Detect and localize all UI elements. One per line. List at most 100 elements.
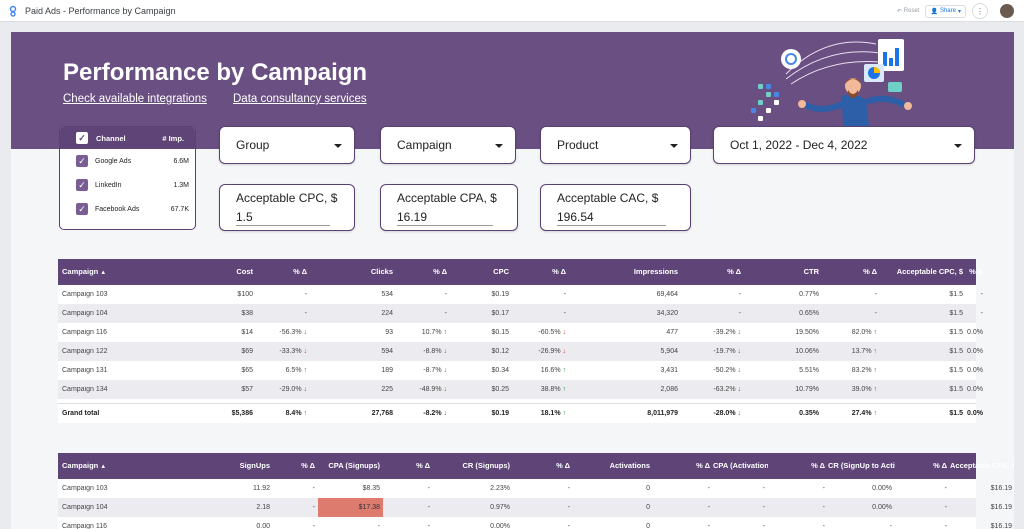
column-header[interactable]: CR (Signups) bbox=[462, 462, 511, 470]
table-row[interactable]: Campaign 131 $65 6.5% ↑ 189 -8.7% ↓ $0.34 16.6… bbox=[58, 361, 983, 380]
column-header[interactable]: % Δ bbox=[933, 462, 947, 470]
table-cell: 19.50% bbox=[795, 329, 819, 336]
total-cell: 8,011,979 bbox=[647, 409, 678, 417]
table-cell: $1.5 bbox=[949, 367, 963, 374]
table-cell: Campaign 122 bbox=[62, 348, 108, 355]
reset-button[interactable]: ↶ Reset bbox=[896, 8, 920, 15]
date-range-picker[interactable]: Oct 1, 2022 - Dec 4, 2022 bbox=[713, 126, 975, 164]
column-header[interactable]: % Δ bbox=[727, 268, 741, 276]
table-cell: $1.5 bbox=[949, 329, 963, 336]
column-header[interactable]: % Δ bbox=[293, 268, 307, 276]
table-cell: - bbox=[762, 485, 765, 492]
select-all-checkbox[interactable]: ✓ bbox=[76, 132, 88, 144]
table-cell: - bbox=[874, 291, 877, 298]
table-cell: 0.0% bbox=[967, 386, 983, 393]
column-header[interactable]: CTR bbox=[803, 268, 819, 276]
report-page: Performance by Campaign Check available … bbox=[11, 32, 1014, 529]
column-header[interactable]: CR (SignUp to Activation) bbox=[828, 462, 895, 470]
product-dropdown[interactable]: Product bbox=[540, 126, 691, 164]
table-cell: - bbox=[444, 310, 447, 317]
column-header[interactable]: Acceptable CPC, $ bbox=[896, 268, 963, 276]
total-cell: Grand total bbox=[62, 409, 100, 417]
user-avatar[interactable] bbox=[1000, 4, 1014, 18]
table-cell: 534 bbox=[381, 291, 393, 298]
column-header[interactable]: Campaign ▲ bbox=[62, 267, 107, 276]
column-header[interactable]: % Δ bbox=[416, 462, 430, 470]
integrations-link[interactable]: Check available integrations bbox=[63, 93, 207, 105]
channel-item-linkedin[interactable]: ✓ LinkedIn 1.3M bbox=[60, 173, 195, 197]
table-cell: $0.34 bbox=[491, 367, 509, 374]
table-row[interactable]: Campaign 103 $100 - 534 - $0.19 - 69,464 - 0.77% -… bbox=[58, 285, 983, 304]
channel-filter[interactable]: ✓ Channel # Imp. ✓ Google Ads 6.6M ✓ Lin… bbox=[59, 126, 196, 230]
arrow-down-icon: ↓ bbox=[737, 409, 742, 417]
table-row[interactable]: Campaign 1160.00---0.00%-0-----$16.190.0… bbox=[58, 517, 1012, 529]
column-header[interactable]: % Δ bbox=[863, 268, 877, 276]
table-row[interactable]: Campaign 116 $14 -56.3% ↓ 93 10.7% ↑ $0.15 -60… bbox=[58, 323, 983, 342]
column-header[interactable]: Campaign ▲ bbox=[62, 461, 107, 470]
column-header[interactable]: % Δ bbox=[433, 268, 447, 276]
column-header[interactable]: % Δ bbox=[811, 462, 825, 470]
caret-down-icon bbox=[495, 144, 503, 148]
table-cell: 0.0% bbox=[967, 348, 983, 355]
campaign-conversion-table: Campaign ▲ SignUps% Δ CPA (Signups)% Δ CR (S… bbox=[58, 453, 1014, 529]
table-cell: $57 bbox=[241, 386, 253, 393]
table-cell: - bbox=[444, 291, 447, 298]
table-cell: 5.51% bbox=[799, 367, 819, 374]
table-cell: 0.0% bbox=[967, 329, 983, 336]
table-row[interactable]: Campaign 134 $57 -29.0% ↓ 225 -48.9% ↓ $0.25 3… bbox=[58, 380, 983, 399]
column-header[interactable]: % Δ bbox=[556, 462, 570, 470]
more-options-button[interactable]: ⋮ bbox=[972, 3, 988, 19]
table-row[interactable]: Campaign 104 $38 - 224 - $0.17 - 34,320 - 0.65% - $… bbox=[58, 304, 983, 323]
column-header[interactable]: % Δ bbox=[552, 268, 566, 276]
channel-item-facebook-ads[interactable]: ✓ Facebook Ads 67.7K bbox=[60, 197, 195, 221]
table-cell: - bbox=[762, 504, 765, 511]
column-header[interactable]: Activations bbox=[609, 462, 650, 470]
table-row[interactable]: Campaign 104 2.18- $17.38-0.97% -0- - -0.00% -… bbox=[58, 498, 1012, 517]
report-title: Paid Ads - Performance by Campaign bbox=[25, 5, 176, 16]
input-value[interactable]: 196.54 bbox=[557, 210, 594, 224]
column-header[interactable]: CPC bbox=[493, 268, 509, 276]
table-cell: 0 bbox=[646, 504, 650, 511]
table-cell: 83.2% ↑ bbox=[851, 367, 877, 374]
grand-total-row: Grand total $5,386 8.4% ↑ 27,768 -8.2% ↓ $0.1… bbox=[58, 403, 983, 422]
channel-item-google-ads[interactable]: ✓ Google Ads 6.6M bbox=[60, 149, 195, 173]
column-header[interactable]: Cost bbox=[236, 268, 253, 276]
column-header[interactable]: Impressions bbox=[633, 268, 678, 276]
checkbox[interactable]: ✓ bbox=[76, 179, 88, 191]
table-cell: -48.9% ↓ bbox=[419, 386, 447, 393]
column-header[interactable]: % Δ bbox=[696, 462, 710, 470]
table-cell: 477 bbox=[666, 329, 678, 336]
arrow-up-icon: ↑ bbox=[562, 386, 567, 393]
column-header[interactable]: Acceptable CPA, $ bbox=[950, 462, 1014, 470]
table-cell: 34,320 bbox=[656, 310, 678, 317]
add-person-icon: 👤 bbox=[930, 8, 938, 15]
column-header[interactable]: SignUps bbox=[239, 462, 270, 470]
acceptable-cpa-input[interactable]: Acceptable CPA, $ 16.19 bbox=[380, 184, 518, 231]
arrow-up-icon: ↑ bbox=[562, 409, 567, 417]
page-title: Performance by Campaign bbox=[63, 59, 368, 86]
table-cell: - bbox=[874, 310, 877, 317]
table-row[interactable]: Campaign 103 11.92 - $8.35 - 2.23% - 0 - - - 0.00% -… bbox=[58, 479, 1012, 498]
column-header[interactable]: % Δ bbox=[301, 462, 315, 470]
column-header[interactable]: % Δ bbox=[969, 268, 983, 276]
input-value[interactable]: 1.5 bbox=[236, 210, 253, 224]
share-button[interactable]: 👤 Share ▾ bbox=[925, 4, 966, 18]
checkbox[interactable]: ✓ bbox=[76, 203, 88, 215]
table-row[interactable]: Campaign 122 $69 -33.3% ↓ 594 -8.8% ↓ $0.12 -2… bbox=[58, 342, 983, 361]
consultancy-link[interactable]: Data consultancy services bbox=[233, 93, 367, 105]
arrow-down-icon: ↓ bbox=[443, 367, 448, 374]
column-header[interactable]: CPA (Activation) bbox=[713, 462, 768, 470]
column-header[interactable]: CPA (Signups) bbox=[328, 462, 380, 470]
acceptable-cac-input[interactable]: Acceptable CAC, $ 196.54 bbox=[540, 184, 691, 231]
column-header[interactable]: Clicks bbox=[370, 268, 393, 276]
group-dropdown[interactable]: Group bbox=[219, 126, 355, 164]
table-cell: - bbox=[427, 523, 430, 529]
checkbox[interactable]: ✓ bbox=[76, 155, 88, 167]
campaign-dropdown[interactable]: Campaign bbox=[380, 126, 516, 164]
input-value[interactable]: 16.19 bbox=[397, 210, 428, 224]
arrow-up-icon: ↑ bbox=[873, 348, 878, 355]
acceptable-cpc-input[interactable]: Acceptable CPC, $ 1.5 bbox=[219, 184, 355, 231]
table-header: Campaign ▲ Cost % Δ Clicks % Δ CPC % Δ Impressio… bbox=[58, 259, 983, 285]
table-cell: 0.77% bbox=[799, 291, 819, 298]
input-label: Acceptable CPC, $ bbox=[236, 191, 338, 205]
